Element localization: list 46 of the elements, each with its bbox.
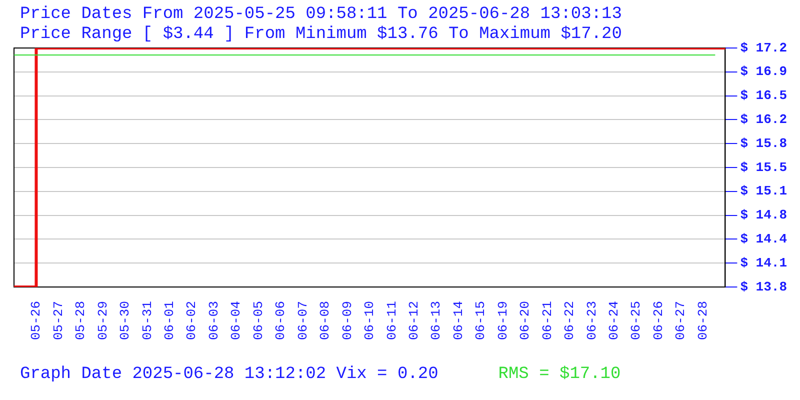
text: Graph Date 2025-06-28 13:12:02 Vix = 0.20 xyxy=(20,365,438,384)
x-tick-label: 05-30 xyxy=(118,300,133,340)
x-tick-label: 05-28 xyxy=(73,300,88,340)
x-tick-label: 06-10 xyxy=(362,300,378,340)
x-tick-label: 06-03 xyxy=(206,300,222,340)
x-tick-label: 06-27 xyxy=(673,300,688,340)
chart-subtitle: Price Range [ $3.44 ] From Minimum $13.76 To Maximum $17.20 xyxy=(20,25,622,45)
x-tick-label: 06-11 xyxy=(384,300,400,340)
x-tick-label: 05-29 xyxy=(95,300,110,340)
y-tick-label: $ 14.4 xyxy=(740,231,788,246)
y-tick-label: $ 15.5 xyxy=(740,160,788,175)
x-tick-label: 06-02 xyxy=(184,300,200,340)
x-tick-label: 06-28 xyxy=(695,300,710,340)
x-tick-label: 06-20 xyxy=(518,300,533,340)
y-tick-label: $ 16.9 xyxy=(740,64,788,80)
x-tick-label: 06-21 xyxy=(540,300,555,340)
y-tick-label: $ 16.5 xyxy=(740,88,788,104)
y-tick-label: $ 15.8 xyxy=(740,136,788,151)
y-tick-label: $ 16.2 xyxy=(740,112,788,127)
x-tick-label: 06-14 xyxy=(450,300,466,340)
x-tick-label: 06-04 xyxy=(228,300,244,340)
x-tick-label: 06-13 xyxy=(428,300,444,340)
y-tick-label: $ 13.8 xyxy=(740,279,788,294)
x-tick-label: 05-27 xyxy=(50,300,66,340)
text: RMS = $17.10 xyxy=(498,365,621,384)
x-tick-label: 06-01 xyxy=(162,300,178,340)
x-tick-label: 06-08 xyxy=(318,300,333,340)
x-tick-label: 06-24 xyxy=(606,300,622,340)
x-tick-label: 06-25 xyxy=(628,300,644,340)
x-tick-label: 05-31 xyxy=(140,300,155,340)
y-tick-label: $ 14.8 xyxy=(740,208,788,223)
y-tick-label: $ 17.2 xyxy=(740,40,788,56)
y-tick-label: $ 15.1 xyxy=(740,184,788,199)
x-tick-label: 06-05 xyxy=(250,300,266,340)
x-tick-label: 06-07 xyxy=(295,300,310,340)
x-tick-label: 06-23 xyxy=(584,300,600,340)
x-tick-label: 06-15 xyxy=(473,300,488,340)
y-tick-label: $ 14.1 xyxy=(740,255,788,270)
chart-title: Price Dates From 2025-05-25 09:58:11 To 2025-06-28 13:03:13 xyxy=(20,5,622,25)
x-tick-label: 06-12 xyxy=(406,300,422,340)
x-tick-label: 06-19 xyxy=(495,300,510,340)
x-tick-label: 06-22 xyxy=(562,300,578,340)
x-tick-label: 06-09 xyxy=(340,300,355,340)
x-tick-label: 06-26 xyxy=(650,300,666,340)
x-tick-label: 05-26 xyxy=(28,300,44,340)
x-tick-label: 06-06 xyxy=(273,300,288,340)
